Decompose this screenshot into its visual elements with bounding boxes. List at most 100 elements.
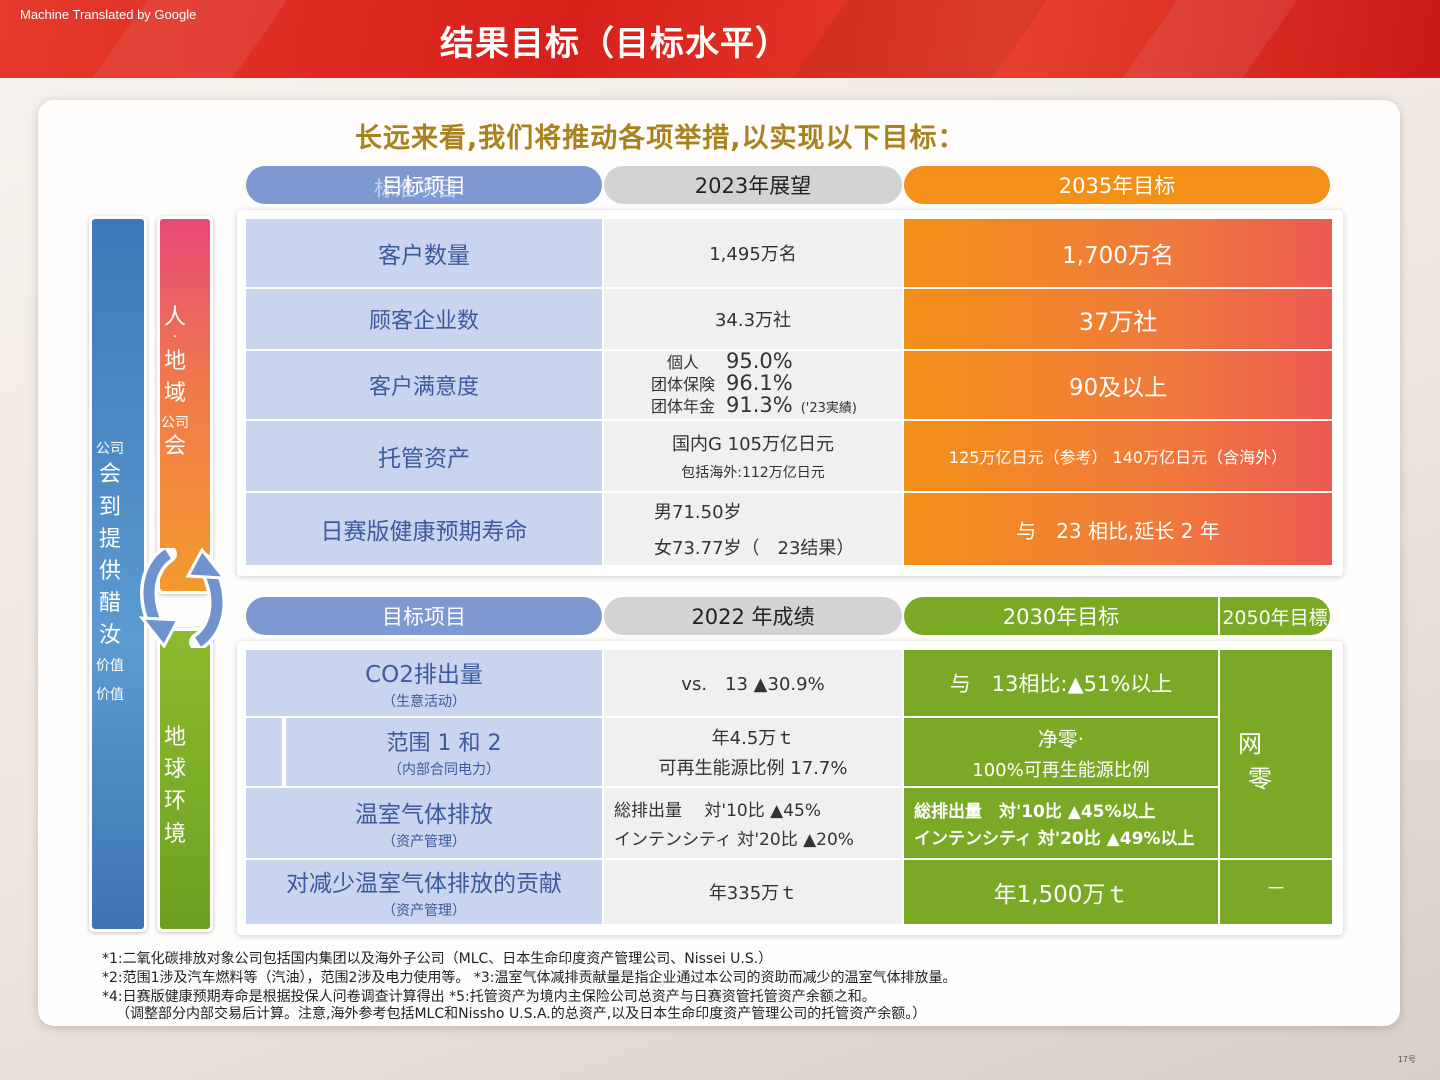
bar-char: 供 (98, 558, 121, 584)
label-text: 顾客企业数 (368, 309, 479, 334)
outlook-customers: 1,495万名 (604, 219, 902, 287)
label-ghg-contribution: 对减少温室气体排放的贡献 （资产管理） (246, 860, 602, 924)
people-community-bar (157, 216, 213, 594)
label-scope: 范围 1 和 2 （内部合同电力） (284, 718, 602, 786)
bar-char: 到 (98, 494, 121, 520)
bar-char: 会 (163, 434, 186, 460)
header-2035-target-label: 2035年目标 (1058, 174, 1176, 198)
label-text: 对减少温室气体排放的贡献 (286, 871, 562, 897)
value-text: 37万社 (1078, 307, 1158, 336)
result-ghg: 総排出量 対'10比 ▲45% インテンシティ 対'20比 ▲20% (604, 788, 902, 858)
satisfaction-line: 团体年金 91.3% ('23実績) (640, 395, 857, 419)
value-text: 净零· (1037, 726, 1085, 751)
value-subtext: 100%可再生能源比例 (972, 759, 1150, 781)
value-text: 零 (1248, 765, 1272, 793)
header-2030-target-label: 2030年目标 (1002, 605, 1120, 629)
header-2023-outlook: 2023年展望 (604, 166, 902, 204)
satisfaction-name: 团体保険 (650, 375, 715, 394)
machine-translation-note: Machine Translated by Google (20, 7, 197, 22)
value-text: 総排出量 対'10比 ▲45% (614, 801, 821, 821)
value-text: － (1266, 876, 1286, 900)
value-text: 网 (1238, 730, 1262, 758)
value-provision-bar (89, 216, 147, 932)
label-text: CO2排出量 (365, 662, 483, 688)
header-bottom-target-item-label: 目标项目 (382, 605, 466, 629)
header-target-item: 目标项目 标准项目 (246, 166, 602, 204)
value-text: 125万亿日元（参考） 140万亿日元（含海外） (948, 448, 1288, 467)
bar-char: 提 (98, 526, 121, 552)
header-2022-result-label: 2022 年成绩 (691, 605, 815, 629)
bar-char: 公司 (161, 414, 189, 431)
label-text: 客户满意度 (368, 375, 479, 400)
label-customers: 客户数量 (246, 219, 602, 287)
target-2050-dash: － (1220, 860, 1332, 924)
label-healthy-life: 日赛版健康预期寿命 (246, 493, 602, 565)
target-ghg-contribution: 年1,500万ｔ (904, 860, 1218, 924)
label-ghg: 温室气体排放 （资产管理） (246, 788, 602, 858)
value-text: 年1,500万ｔ (993, 882, 1129, 908)
value-text: 年4.5万ｔ (711, 728, 795, 749)
footnote: *1:二氧化碳排放对象公司包括国内集团以及海外子公司（MLC、日本生命印度资产管… (102, 951, 773, 967)
earth-environment-label: 地 球 环 境 (160, 725, 190, 847)
label-aum: 托管资产 (246, 421, 602, 491)
value-subtext: 包括海外:112万亿日元 (681, 465, 825, 481)
label-text: 客户数量 (378, 243, 470, 269)
label-text: 托管资产 (378, 446, 470, 472)
value-text: 国内G 105万亿日元 (671, 434, 835, 455)
result-ghg-contribution: 年335万ｔ (604, 860, 902, 924)
target-2050-net-zero: 网 零 (1220, 650, 1332, 858)
value-subtext: 可再生能源比例 17.7% (658, 758, 848, 779)
bar-char: 人 (163, 305, 186, 330)
header-2023-outlook-label: 2023年展望 (694, 174, 812, 198)
satisfaction-line: 個人 95.0% (640, 351, 793, 373)
value-text: 総排出量 対'10比 ▲45%以上 (914, 802, 1156, 822)
label-subtext: （内部合同电力） (388, 762, 500, 778)
people-community-label: 人 · 地 域 公司 会 (160, 305, 190, 460)
header-2050-target-label: 2050年目標 (1222, 606, 1328, 629)
value-text: 34.3万社 (714, 310, 792, 331)
label-subtext: （资产管理） (382, 834, 466, 850)
bar-char: 球 (163, 757, 186, 783)
target-aum: 125万亿日元（参考） 140万亿日元（含海外） (904, 421, 1332, 491)
header-2035-target: 2035年目标 (904, 166, 1330, 204)
header-banner: Machine Translated by Google 结果目标（目标水平） (0, 0, 1440, 78)
result-co2: vs. 13 ▲30.9% (604, 650, 902, 716)
header-target-item-overlay: 标准项目 (374, 177, 458, 201)
value-text: インテンシティ 対'20比 ▲49%以上 (914, 829, 1195, 849)
header-2030-target: 2030年目标 (904, 597, 1218, 635)
bar-char: 境 (163, 821, 186, 847)
target-co2: 与 13相比:▲51%以上 (904, 650, 1218, 716)
bar-char: 汝 (98, 623, 121, 649)
value-text: 90及以上 (1068, 375, 1168, 401)
target-ghg: 総排出量 対'10比 ▲45%以上 インテンシティ 対'20比 ▲49%以上 (904, 788, 1218, 858)
label-satisfaction: 客户满意度 (246, 351, 602, 419)
header-bottom-target-item: 目标项目 (246, 597, 602, 635)
target-healthy-life: 与 23 相比,延长 2 年 (904, 493, 1332, 565)
value-subtext: 女73.77岁（ 23结果） (654, 538, 855, 559)
value-text: インテンシティ 対'20比 ▲20% (614, 830, 854, 850)
header-2050-target: 2050年目標 (1220, 597, 1330, 635)
value-text: vs. 13 ▲30.9% (681, 674, 825, 695)
satisfaction-name: 团体年金 (650, 397, 715, 416)
bar-char: 价值 (96, 686, 124, 703)
result-scope: 年4.5万ｔ 可再生能源比例 17.7% (604, 718, 902, 786)
footnote: （调整部分内部交易后计算。注意,海外参考包括MLC和Nissho U.S.A.的… (116, 1006, 927, 1022)
label-text: 范围 1 和 2 (386, 731, 502, 756)
target-satisfaction: 90及以上 (904, 351, 1332, 419)
value-text: 1,495万名 (709, 244, 797, 265)
satisfaction-line: 团体保険 96.1% (640, 373, 793, 395)
value-text: 男71.50岁 (654, 502, 742, 523)
target-customers: 1,700万名 (904, 219, 1332, 287)
target-scope: 净零· 100%可再生能源比例 (904, 718, 1218, 786)
label-text: 日赛版健康预期寿命 (320, 519, 528, 545)
value-text: 年335万ｔ (708, 883, 798, 904)
value-text: 与 13相比:▲51%以上 (949, 672, 1173, 696)
label-text: 温室气体排放 (355, 802, 493, 828)
value-provision-label: 公司 会 到 提 供 醋 汝 价值 价值 (92, 441, 128, 703)
footnote: *2:范围1涉及汽车燃料等（汽油），范围2涉及电力使用等。 *3:温室气体减排贡… (102, 970, 957, 986)
bar-char: 醋 (98, 591, 121, 617)
scope-indent-cell (246, 718, 282, 786)
outlook-client-companies: 34.3万社 (604, 289, 902, 349)
satisfaction-note: ('23実績) (800, 401, 857, 416)
label-subtext: （资产管理） (382, 903, 466, 919)
